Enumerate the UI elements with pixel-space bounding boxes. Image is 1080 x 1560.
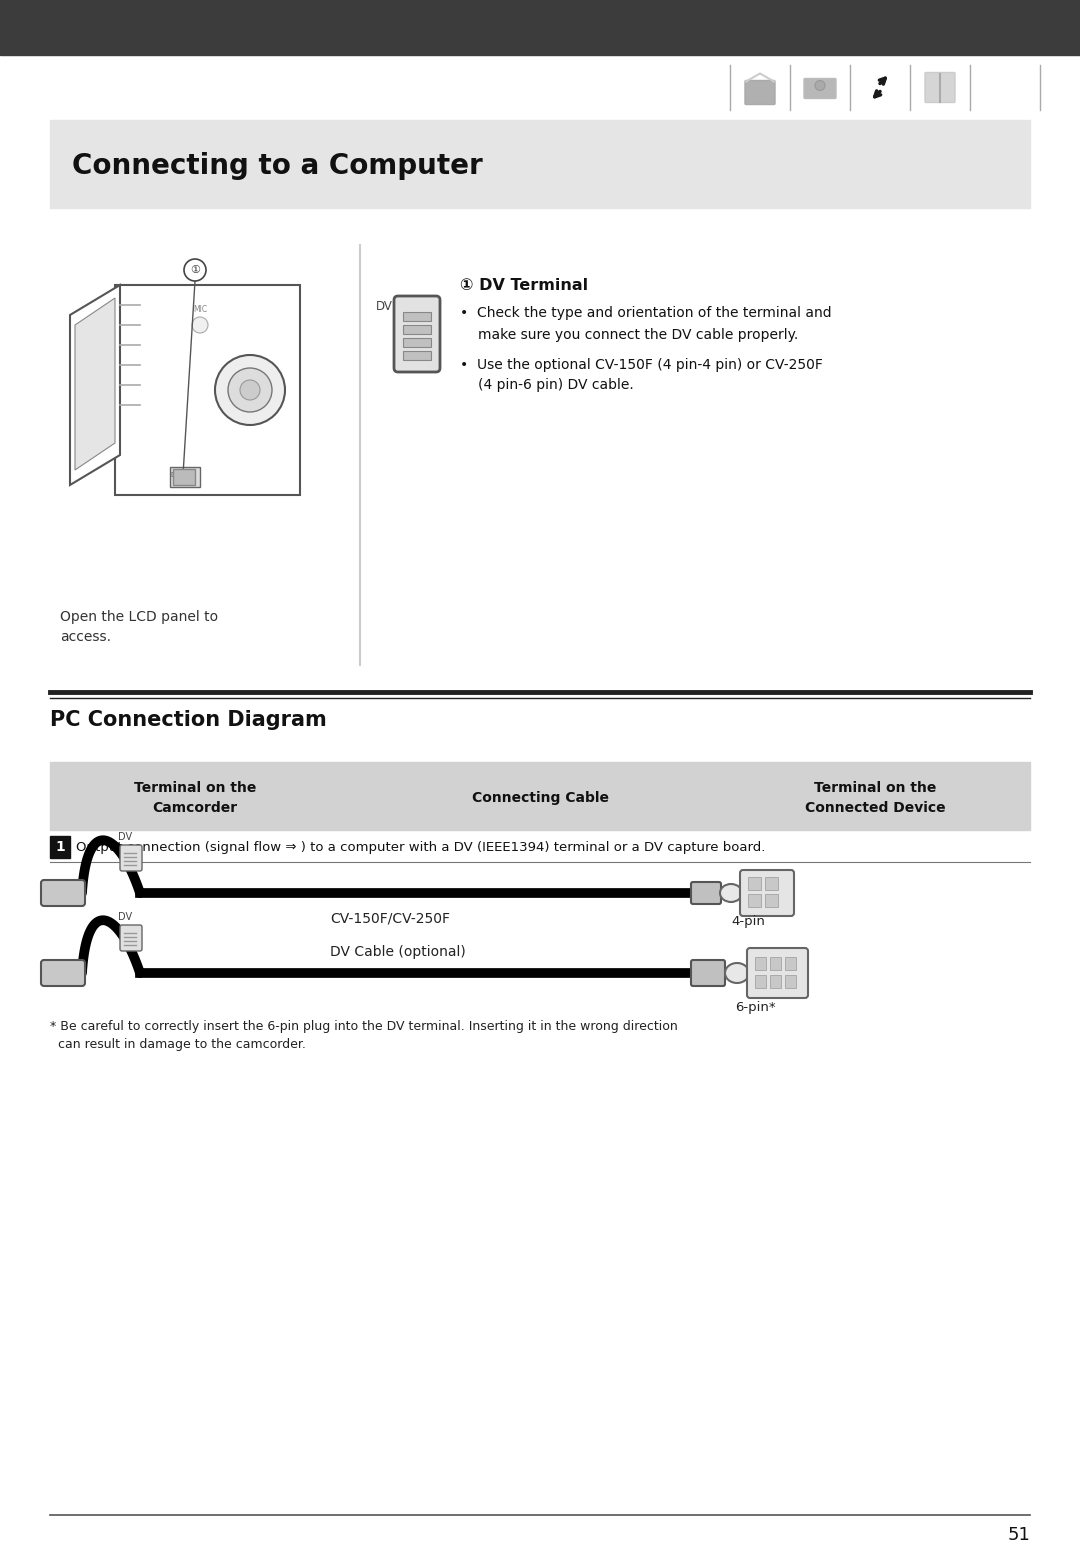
Text: Terminal on the
Camcorder: Terminal on the Camcorder (134, 782, 256, 814)
Text: * Be careful to correctly insert the 6-pin plug into the DV terminal. Inserting : * Be careful to correctly insert the 6-p… (50, 1020, 678, 1033)
Bar (755, 975, 766, 987)
Text: ① DV Terminal: ① DV Terminal (460, 278, 589, 293)
Text: access.: access. (60, 630, 111, 644)
Text: 1: 1 (55, 839, 65, 853)
Bar (748, 894, 761, 906)
Text: DV: DV (118, 913, 132, 922)
Ellipse shape (720, 885, 742, 902)
FancyBboxPatch shape (41, 880, 85, 906)
Text: (4 pin-6 pin) DV cable.: (4 pin-6 pin) DV cable. (478, 378, 634, 392)
Bar (403, 312, 431, 321)
Polygon shape (75, 298, 114, 470)
Text: •  Use the optional CV-150F (4 pin-4 pin) or CV-250F: • Use the optional CV-150F (4 pin-4 pin)… (460, 357, 823, 371)
Bar (399, 300, 436, 368)
Bar (770, 956, 781, 970)
FancyBboxPatch shape (120, 846, 141, 870)
Ellipse shape (725, 963, 750, 983)
Circle shape (192, 317, 208, 332)
FancyBboxPatch shape (804, 78, 836, 98)
Bar (403, 351, 431, 360)
Text: Connecting to a Computer: Connecting to a Computer (72, 151, 483, 179)
Bar (403, 324, 431, 334)
FancyBboxPatch shape (691, 959, 725, 986)
Bar (50, 120, 1030, 207)
Bar (173, 470, 195, 485)
Bar (403, 339, 431, 346)
Text: Open the LCD panel to: Open the LCD panel to (60, 610, 218, 624)
Bar (170, 466, 200, 487)
Text: DV: DV (118, 831, 132, 842)
Bar (114, 285, 300, 495)
FancyBboxPatch shape (747, 948, 808, 998)
Text: DV: DV (170, 473, 180, 477)
Circle shape (815, 81, 825, 90)
Bar (770, 975, 781, 987)
Text: 51: 51 (1008, 1526, 1030, 1544)
Text: •  Check the type and orientation of the terminal and: • Check the type and orientation of the … (460, 306, 832, 320)
Circle shape (184, 259, 206, 281)
Bar (50, 836, 70, 858)
FancyBboxPatch shape (394, 296, 440, 371)
Text: 6-pin*: 6-pin* (735, 1002, 775, 1014)
FancyBboxPatch shape (691, 881, 721, 903)
Text: Output connection (signal flow ⇒ ) to a computer with a DV (IEEE1394) terminal o: Output connection (signal flow ⇒ ) to a … (76, 841, 766, 853)
Text: ①: ① (190, 265, 200, 275)
FancyBboxPatch shape (924, 72, 955, 103)
FancyBboxPatch shape (745, 81, 775, 105)
Text: make sure you connect the DV cable properly.: make sure you connect the DV cable prope… (478, 328, 798, 342)
Bar (748, 877, 761, 891)
FancyBboxPatch shape (41, 959, 85, 986)
Text: 4-pin: 4-pin (731, 916, 765, 928)
Circle shape (240, 381, 260, 399)
Bar (785, 956, 796, 970)
Text: can result in damage to the camcorder.: can result in damage to the camcorder. (50, 1037, 306, 1051)
Text: DV Cable (optional): DV Cable (optional) (330, 945, 465, 959)
FancyBboxPatch shape (120, 925, 141, 952)
Bar (0, 0, 1080, 55)
Bar (50, 761, 1030, 830)
Text: MIC: MIC (193, 306, 207, 315)
Text: PC Connection Diagram: PC Connection Diagram (50, 710, 327, 730)
Circle shape (228, 368, 272, 412)
Bar (765, 894, 778, 906)
Text: Terminal on the
Connected Device: Terminal on the Connected Device (805, 782, 945, 814)
Text: CV-150F/CV-250F: CV-150F/CV-250F (330, 911, 450, 925)
Bar (785, 975, 796, 987)
FancyBboxPatch shape (740, 870, 794, 916)
Bar (765, 877, 778, 891)
Bar (755, 956, 766, 970)
Circle shape (215, 356, 285, 424)
Text: DV: DV (376, 300, 393, 314)
Polygon shape (70, 285, 120, 485)
Text: Connecting Cable: Connecting Cable (472, 791, 608, 805)
